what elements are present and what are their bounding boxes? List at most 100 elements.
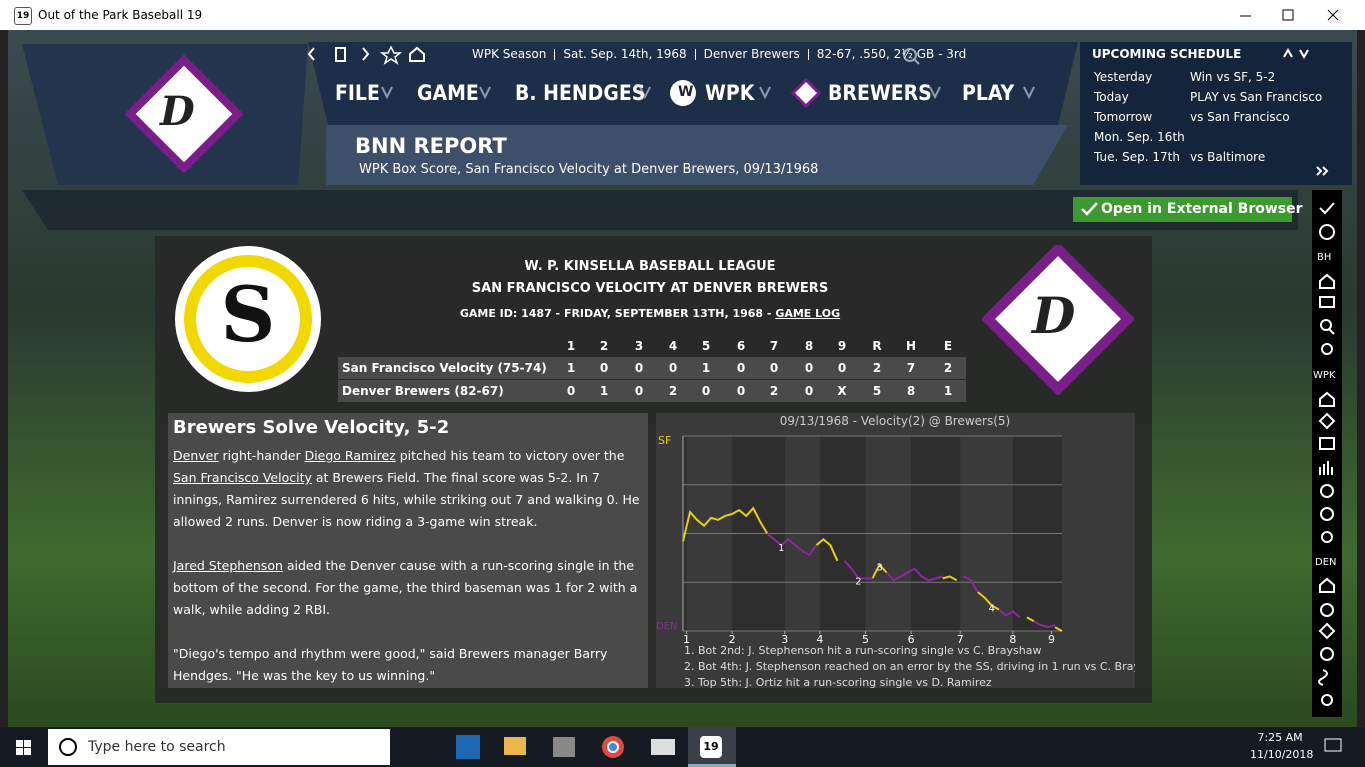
x-tick-label: 2 [729,633,736,646]
x-tick-label: 9 [1048,633,1055,646]
article-body: Denver right-hander Diego Ramirez pitche… [173,445,643,688]
headline: Brewers Solve Velocity, 5-2 [173,417,450,438]
linescore-cell: 0 [804,384,814,398]
linescore-header: 7 [769,339,779,353]
schedule-title: UPCOMING SCHEDULE [1092,47,1242,61]
text: at Brewers Field. The final score was 5-… [173,470,640,529]
matchup: SAN FRANCISCO VELOCITY AT DENVER BREWERS [471,281,829,296]
schedule-game: vs Baltimore [1190,150,1266,164]
x-tick-label: 4 [816,633,823,646]
linescore-cell: 0 [668,361,678,375]
link[interactable]: Jared Stephenson [173,558,283,573]
text: pitched his team to victory over the [395,448,625,463]
game-log-link[interactable]: GAME LOG [775,307,841,320]
clock-date: 11/10/2018 [1250,748,1314,761]
separator [807,49,809,60]
clock-time: 7:25 AM [1257,731,1303,744]
linescore-header: 6 [736,339,746,353]
menu-item[interactable]: B. HENDGES [515,81,646,105]
linescore-cell: 1 [701,361,711,375]
schedule-day: Today [1094,90,1129,104]
paragraph: Denver right-hander Diego Ramirez pitche… [173,445,643,533]
window-title: Out of the Park Baseball 19 [38,8,203,22]
event-note: 2. Bot 4th: J. Stephenson reached on an … [684,660,1135,673]
separator [694,49,696,60]
window-controls[interactable] [1230,0,1365,30]
event-marker: 3 [876,563,882,574]
link[interactable]: San Francisco Velocity [173,470,312,485]
sidebar-section: BH [1317,252,1332,263]
linescore-header: 9 [837,339,847,353]
linescore-header: 2 [599,339,609,353]
schedule-game: Win vs SF, 5-2 [1190,70,1276,84]
status-item: WPK Season [472,47,547,61]
home-logo: D [1032,286,1076,345]
away-logo-shape [175,246,321,392]
schedule-day: Tue. Sep. 17th [1094,150,1180,164]
x-tick-label: 5 [862,633,869,646]
app-icon: 19 [14,7,32,25]
taskbar-app[interactable]: 19 [703,740,719,753]
linescore-header: R [872,339,882,353]
game-id-text: GAME ID: 1487 - FRIDAY, SEPTEMBER 13TH, … [459,307,776,320]
status-item: 82-67, .550, 2½ GB - 3rd [816,47,967,61]
y-bottom-label: DEN [656,621,678,632]
linescore-header: E [943,339,953,353]
button-label[interactable]: Open in External Browser [1101,201,1303,217]
team-name: Denver Brewers (82-67) [342,384,504,398]
linescore-cell: 2 [943,361,953,375]
menu-item[interactable]: FILE [335,81,380,105]
menu-item[interactable]: WPK [705,81,755,105]
event-note: 1. Bot 2nd: J. Stephenson hit a run-scor… [684,644,1041,657]
linescore-cell: 2 [668,384,678,398]
menu-item[interactable]: GAME [417,81,479,105]
text: aided the Denver cause with a run-scorin… [173,558,638,617]
link[interactable]: Diego Ramirez [304,448,396,463]
search-box[interactable]: Type here to search [88,739,226,755]
paragraph: Jared Stephenson aided the Denver cause … [173,555,643,621]
event-marker: 2 [855,576,861,587]
linescore-header: 5 [701,339,711,353]
linescore-cell: 0 [804,361,814,375]
linescore-header: 4 [668,339,678,353]
sidebar: BH WPK DEN [1312,190,1342,717]
status-item: Sat. Sep. 14th, 1968 [563,47,687,61]
win-probability-line [766,532,1056,629]
linescore-header: H [905,339,917,353]
menu-item[interactable]: PLAY [962,81,1015,105]
x-tick-label: 7 [957,633,964,646]
status-item: Denver Brewers [703,47,800,61]
chart-box: 09/13/1968 - Velocity(2) @ Brewers(5) 1 2 3… [656,413,1135,688]
menu-item[interactable]: BREWERS [828,81,932,105]
linescore-cell: 1 [599,384,609,398]
sidebar-section: DEN [1315,557,1337,568]
sidebar-icons [1318,202,1336,706]
linescore-cell: 0 [634,361,644,375]
external-browser-button[interactable]: Open in External Browser [1073,197,1303,222]
linescore-cell: 0 [634,384,644,398]
linescore-cell: 2 [769,384,779,398]
text: "Diego's tempo and rhythm were good," sa… [173,646,608,683]
event-note: 3. Top 5th: J. Ortiz hit a run-scoring s… [684,676,992,688]
chart-title: 09/13/1968 - Velocity(2) @ Brewers(5) [780,414,1011,428]
linescore-cell: 5 [872,384,882,398]
linescore-cell: 0 [837,361,847,375]
team-logo: D [160,88,195,135]
win-probability-chart: 09/13/1968 - Velocity(2) @ Brewers(5) 1 2 3… [656,414,1135,688]
game-id: GAME ID: 1487 - FRIDAY, SEPTEMBER 13TH, … [340,307,960,320]
wpk-icon: W [678,84,694,100]
event-marker: 1 [778,543,784,554]
taskbar-icons [16,727,1342,767]
report-subtitle: WPK Box Score, San Francisco Velocity at… [359,162,819,177]
separator [554,49,556,60]
x-tick-label: 6 [908,633,915,646]
link[interactable]: Denver [173,448,219,463]
linescore-cell: 0 [769,361,779,375]
league: W. P. KINSELLA BASEBALL LEAGUE [524,259,776,274]
linescore-cell: 0 [566,384,576,398]
x-tick-label: 8 [1009,633,1016,646]
linescore-cell: 2 [872,361,882,375]
linescore-header: 8 [804,339,814,353]
linescore-cell: 0 [736,384,746,398]
